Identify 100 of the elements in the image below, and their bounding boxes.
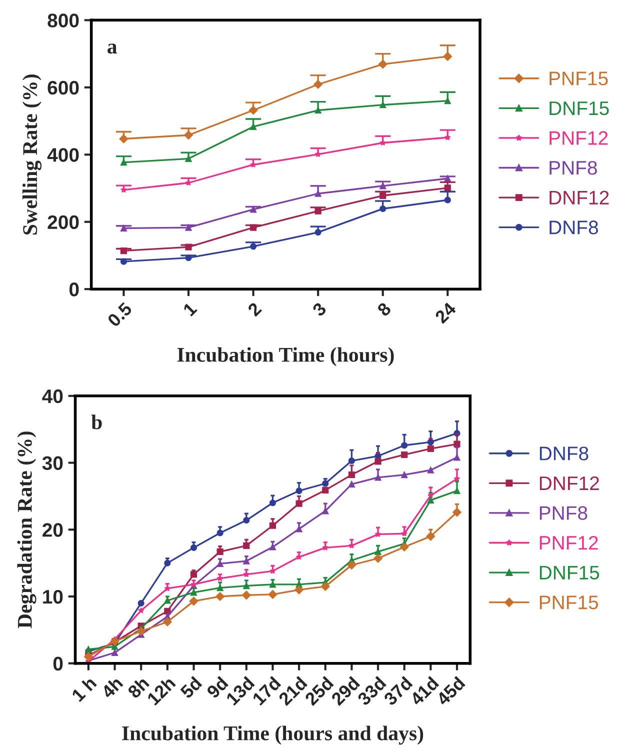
point	[347, 560, 356, 570]
point	[216, 530, 224, 536]
x-tick-label: 8	[376, 302, 392, 317]
point	[216, 560, 224, 568]
point	[120, 224, 128, 232]
point	[401, 451, 408, 458]
point	[427, 438, 434, 446]
point	[322, 508, 329, 514]
point	[443, 52, 452, 61]
y-tick-label: 200	[48, 215, 79, 230]
point	[269, 581, 276, 588]
point	[190, 589, 198, 596]
x-tick-label: 1 h	[70, 676, 97, 702]
y-tick-label: 40	[42, 389, 63, 404]
point	[243, 582, 250, 590]
point	[322, 480, 329, 487]
point	[216, 548, 224, 555]
y-tick-label: 0	[53, 656, 63, 671]
y-tick-label: 10	[43, 590, 63, 604]
x-tick-label: 0.5	[106, 302, 133, 328]
point	[427, 445, 434, 452]
point	[444, 196, 451, 204]
point	[248, 106, 258, 115]
point	[138, 600, 144, 606]
point	[374, 548, 382, 555]
point	[320, 582, 330, 591]
point	[162, 617, 172, 626]
point	[296, 488, 302, 494]
point	[314, 190, 322, 197]
point	[250, 123, 257, 130]
point	[269, 544, 276, 550]
point	[454, 488, 460, 494]
x-tick-label: 4h	[100, 676, 124, 700]
y-tick-label: 20	[42, 523, 63, 537]
point	[164, 585, 171, 592]
legend-label: PNF12	[550, 131, 608, 145]
legend-label: PNF12	[540, 536, 598, 550]
y-tick-label: 800	[48, 14, 79, 28]
x-axis-title: Incubation Time (hours and days)	[122, 726, 424, 745]
legend-label: PNF15	[540, 596, 598, 610]
point	[190, 571, 198, 578]
legend-label: DNF8	[540, 446, 588, 460]
point	[444, 98, 451, 104]
point	[296, 554, 302, 560]
y-axis-title: Degradation Rate (%)	[17, 432, 36, 628]
point	[216, 592, 225, 601]
point	[185, 155, 192, 162]
point	[374, 474, 382, 481]
point	[250, 206, 257, 213]
point	[243, 558, 250, 564]
point	[243, 516, 250, 524]
point	[216, 584, 224, 592]
point	[314, 228, 322, 236]
point	[294, 585, 304, 594]
point	[138, 607, 144, 614]
point	[378, 60, 388, 69]
point	[120, 159, 128, 166]
annotation: b	[91, 414, 102, 430]
point	[189, 596, 198, 606]
point	[296, 500, 302, 507]
y-axis-title: Swelling Rate (%)	[22, 74, 42, 235]
point	[374, 531, 382, 538]
point	[269, 522, 276, 529]
point	[185, 180, 192, 186]
point	[444, 134, 451, 140]
x-tick-label: 24	[434, 301, 457, 324]
point	[242, 590, 251, 600]
point	[380, 102, 386, 108]
point	[184, 130, 193, 140]
point	[111, 649, 118, 656]
point	[164, 597, 171, 604]
x-tick-label: 1	[182, 302, 198, 316]
point	[401, 442, 408, 449]
point	[380, 192, 386, 199]
point	[119, 134, 128, 144]
point	[452, 508, 462, 517]
legend-label: DNF8	[550, 220, 598, 234]
point	[84, 652, 93, 662]
legend-label: DNF15	[540, 566, 600, 580]
point	[401, 472, 408, 478]
point	[243, 571, 250, 578]
point	[348, 472, 355, 478]
point	[314, 150, 322, 158]
point	[250, 243, 257, 250]
point	[380, 182, 386, 190]
legend-label: DNF15	[550, 102, 609, 116]
point	[268, 590, 278, 599]
point	[374, 554, 382, 563]
point	[269, 500, 276, 506]
y-tick-label: 30	[42, 456, 63, 470]
point	[348, 480, 355, 488]
point	[185, 224, 192, 231]
point	[322, 544, 329, 550]
y-tick-label: 400	[47, 148, 79, 162]
point	[296, 526, 302, 532]
legend-label: PNF15	[550, 72, 608, 86]
point	[243, 542, 250, 549]
point	[136, 626, 146, 636]
legend-label: PNF8	[540, 506, 588, 520]
point	[164, 560, 171, 566]
